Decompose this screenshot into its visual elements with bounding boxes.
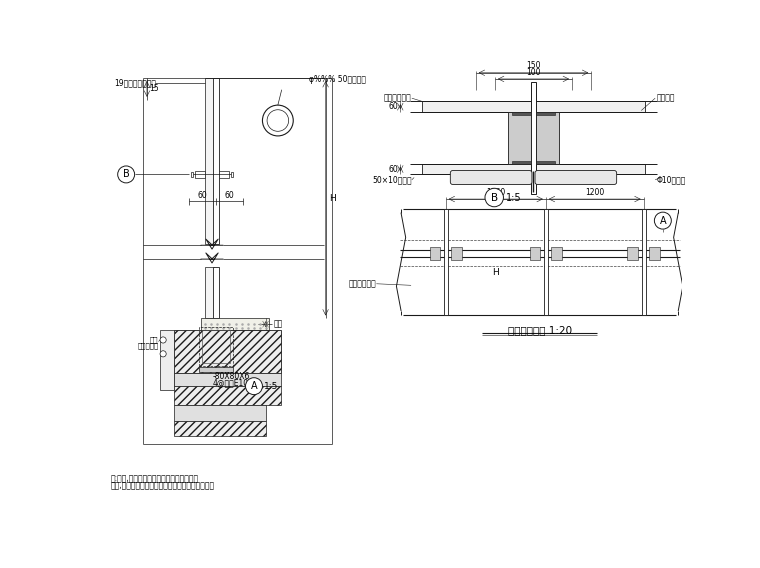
Bar: [642, 209, 646, 315]
Text: Φ10不锈钢: Φ10不锈钢: [657, 176, 686, 184]
Text: 透明钢化玻璃: 透明钢化玻璃: [384, 93, 412, 102]
Text: 石材: 石材: [274, 320, 283, 329]
Bar: [429, 247, 440, 260]
Bar: [195, 170, 204, 178]
Text: 1:5: 1:5: [264, 382, 278, 391]
Bar: [422, 164, 645, 174]
Text: H: H: [328, 194, 335, 203]
Text: 1:5: 1:5: [505, 193, 521, 203]
Bar: [202, 330, 230, 363]
Text: A: A: [660, 216, 667, 225]
Text: 橡胶衬垫: 橡胶衬垫: [657, 93, 675, 102]
Text: 二次装修层: 二次装修层: [138, 343, 159, 349]
Text: 1200: 1200: [585, 188, 604, 197]
Bar: [451, 247, 462, 260]
Circle shape: [245, 378, 262, 395]
Bar: [204, 267, 214, 319]
Text: 玻璃栏杆立面 1:20: 玻璃栏杆立面 1:20: [508, 325, 572, 335]
Bar: [649, 247, 660, 260]
Bar: [551, 247, 562, 260]
Circle shape: [485, 188, 503, 207]
Bar: [422, 101, 645, 112]
Bar: [174, 386, 281, 406]
Bar: [536, 161, 555, 164]
Bar: [536, 112, 559, 164]
Bar: [512, 161, 531, 164]
Bar: [220, 170, 229, 178]
Bar: [204, 78, 214, 244]
Bar: [213, 267, 220, 319]
Text: 50×10不锈钢: 50×10不锈钢: [372, 176, 412, 184]
Text: 15: 15: [149, 85, 159, 94]
Bar: [174, 421, 265, 436]
Circle shape: [160, 337, 166, 343]
Bar: [444, 209, 448, 315]
Text: 透明钢化玻璃: 透明钢化玻璃: [349, 279, 376, 288]
Circle shape: [654, 212, 671, 229]
Text: 铝板,夹璃栏杆的型材与其特做法详见厂商技术要求: 铝板,夹璃栏杆的型材与其特做法详见厂商技术要求: [111, 481, 215, 490]
Bar: [199, 327, 233, 366]
FancyBboxPatch shape: [535, 170, 616, 185]
Bar: [213, 78, 220, 244]
Text: 注:铝板,夹璃栏板的厚度需后现厂商洽商。: 注:铝板,夹璃栏板的厚度需后现厂商洽商。: [111, 474, 199, 483]
Bar: [530, 247, 540, 260]
Bar: [174, 406, 265, 421]
Bar: [628, 247, 638, 260]
Bar: [199, 367, 233, 371]
Bar: [544, 209, 548, 315]
Text: 150: 150: [526, 61, 541, 70]
FancyBboxPatch shape: [451, 170, 532, 185]
Text: 19厚透明钢化玻璃: 19厚透明钢化玻璃: [114, 78, 156, 87]
Bar: [536, 112, 555, 115]
Text: 面板: 面板: [150, 337, 159, 343]
Text: -80X80X6: -80X80X6: [212, 373, 250, 382]
Circle shape: [160, 351, 166, 357]
Text: 1260: 1260: [486, 188, 505, 197]
Bar: [174, 330, 281, 373]
Bar: [512, 112, 531, 115]
Text: 60: 60: [388, 102, 398, 111]
Bar: [508, 112, 531, 164]
Text: 60: 60: [225, 191, 235, 200]
Text: A: A: [251, 381, 258, 391]
Bar: [531, 82, 536, 194]
Bar: [191, 172, 193, 177]
Text: B: B: [491, 193, 498, 203]
Text: H: H: [492, 268, 499, 277]
Bar: [160, 330, 174, 390]
Text: φ%%% 50不锈钢管: φ%%% 50不锈钢管: [309, 75, 366, 84]
Text: 100: 100: [526, 68, 541, 77]
Bar: [231, 172, 233, 177]
Circle shape: [118, 166, 135, 183]
Text: 60: 60: [388, 165, 398, 174]
Text: 4@锚栓E100: 4@锚栓E100: [212, 379, 253, 387]
Bar: [201, 319, 269, 330]
Bar: [174, 373, 281, 386]
Text: 60: 60: [198, 191, 207, 200]
Text: B: B: [123, 169, 129, 179]
Circle shape: [262, 105, 293, 136]
